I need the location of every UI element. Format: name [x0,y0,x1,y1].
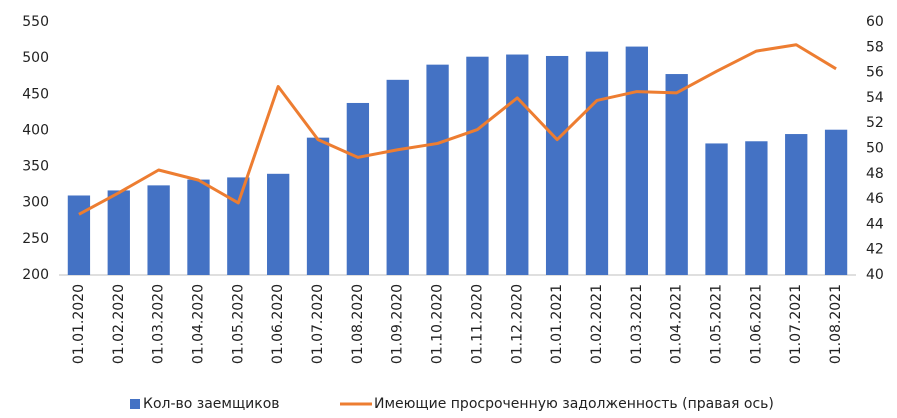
y-tick-label: 350 [22,159,49,175]
x-tick-label: 01.11.2020 [469,284,485,364]
legend-swatch [130,399,140,409]
y2-tick-label: 48 [866,166,884,182]
x-tick-label: 01.01.2020 [71,284,87,364]
x-tick-label: 01.06.2020 [270,284,286,364]
y2-tick-label: 50 [866,141,884,157]
x-tick-label: 01.12.2020 [509,284,525,364]
bar [346,102,370,276]
bar [386,79,409,275]
y2-tick-label: 42 [866,242,884,258]
x-tick-label: 01.08.2021 [828,284,844,364]
bar [785,134,808,275]
y2-tick-label: 52 [866,115,884,131]
y2-tick-label: 44 [866,216,884,232]
x-tick-label: 01.03.2020 [151,284,167,364]
line [78,43,837,216]
y2-tick-label: 40 [866,267,884,283]
y-tick-label: 200 [22,267,49,283]
x-tick-label: 01.10.2020 [430,284,446,364]
legend-label: Имеющие просроченную задолженность (прав… [374,396,774,412]
bar [585,51,609,275]
x-tick-label: 01.08.2020 [350,284,366,364]
bar [625,46,648,275]
y-tick-label: 550 [22,14,49,30]
x-tick-label: 01.06.2021 [748,284,764,364]
x-tick-label: 01.02.2021 [589,284,605,364]
bar [705,143,728,275]
y-tick-label: 300 [22,195,49,211]
y-tick-label: 400 [22,122,49,138]
legend-label: Кол-во заемщиков [143,396,280,412]
y2-tick-label: 56 [866,65,884,81]
bar [466,56,489,275]
y2-tick-label: 60 [866,14,884,30]
x-tick-label: 01.07.2021 [788,284,804,364]
y2-tick-label: 54 [866,90,884,106]
x-tick-label: 01.01.2021 [549,284,565,364]
bar [227,177,250,275]
x-tick-label: 01.09.2020 [390,284,406,364]
x-tick-label: 01.05.2021 [709,284,725,364]
y2-tick-label: 46 [866,191,884,207]
bar [506,54,529,276]
x-tick-label: 01.07.2020 [310,284,326,364]
bar [545,55,569,275]
bar [147,185,170,275]
y-tick-label: 250 [22,231,49,247]
x-tick-label: 01.05.2020 [230,284,246,364]
x-tick-label: 01.03.2021 [629,284,645,364]
x-tick-label: 01.04.2020 [190,284,206,364]
bar [267,173,290,275]
y-tick-label: 500 [22,50,49,66]
bar [187,179,210,275]
bar [426,64,449,275]
y-tick-label: 450 [22,86,49,102]
bar [67,195,91,275]
bar [745,141,768,275]
y2-tick-label: 58 [866,39,884,55]
x-tick-label: 01.02.2020 [111,284,127,364]
bar [107,190,130,275]
bar [306,137,330,275]
bar [665,74,688,275]
bar [824,129,848,275]
x-tick-label: 01.04.2021 [669,284,685,364]
